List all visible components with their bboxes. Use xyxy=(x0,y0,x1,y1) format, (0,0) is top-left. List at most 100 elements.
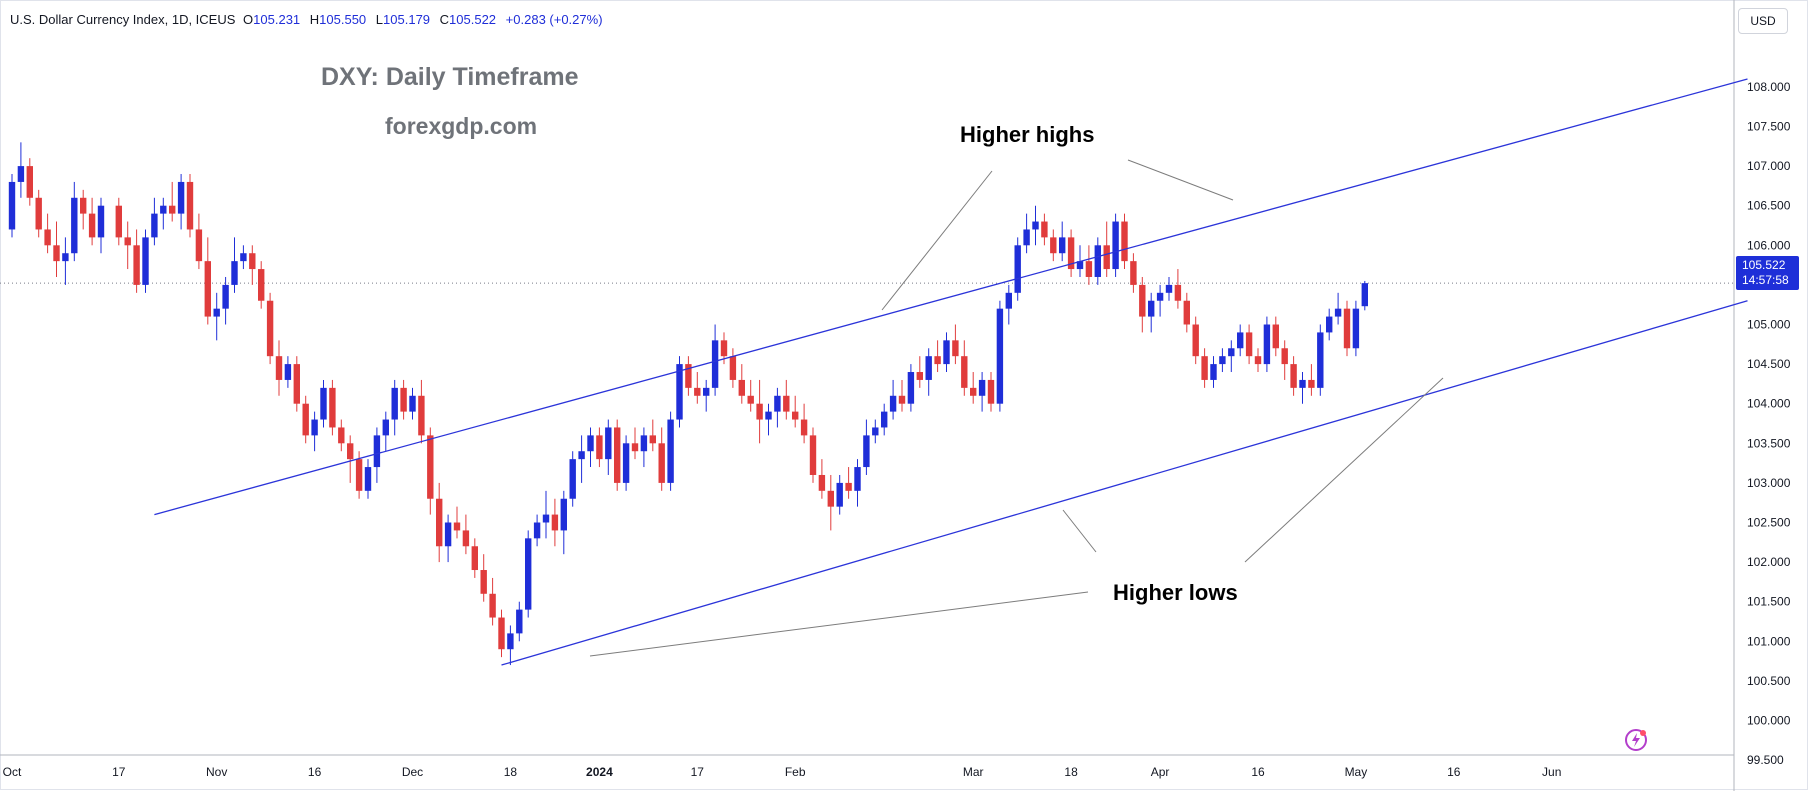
candle-body xyxy=(133,245,140,285)
candle-body xyxy=(115,205,122,238)
candle-body xyxy=(1343,308,1351,349)
annotation-leader-line xyxy=(1244,377,1444,563)
lower-channel-trendline xyxy=(501,300,1748,666)
candle-body xyxy=(347,443,354,460)
time-tick-label: 16 xyxy=(308,765,322,779)
watermark-site: forexgdp.com xyxy=(385,113,538,139)
time-tick-label: Dec xyxy=(402,765,423,779)
candle-body xyxy=(320,387,327,420)
candle-body xyxy=(1361,283,1368,307)
candle-body xyxy=(614,427,621,483)
candle-body xyxy=(533,522,541,539)
candle-body xyxy=(640,435,648,452)
candle-body xyxy=(311,419,318,436)
candle-body xyxy=(667,419,674,483)
candle-body xyxy=(1148,300,1155,317)
price-tick-label: 100.000 xyxy=(1747,714,1791,728)
price-tick-label: 105.000 xyxy=(1747,318,1791,332)
candle-body xyxy=(391,387,398,420)
annotation-leaders xyxy=(589,159,1444,657)
price-axis: 99.500 100.000 100.500 101.000 101.500 102.00… xyxy=(1747,80,1791,767)
candle-body xyxy=(818,474,826,491)
lightning-bolt-icon[interactable] xyxy=(1624,728,1648,752)
candle-body xyxy=(355,459,363,491)
candle-body xyxy=(747,395,754,404)
candle-body xyxy=(978,379,986,396)
time-tick-label: Oct xyxy=(3,765,22,779)
candle-body xyxy=(1139,284,1146,317)
candle-body xyxy=(1103,245,1110,270)
candle-body xyxy=(284,364,292,380)
candle-body xyxy=(169,205,176,214)
candle-body xyxy=(35,197,42,230)
candle-body xyxy=(1183,300,1190,325)
candle-body xyxy=(925,356,932,380)
candle-body xyxy=(26,166,33,198)
candle-body xyxy=(1032,221,1039,230)
candle-body xyxy=(480,570,487,594)
low-key: L xyxy=(375,12,384,27)
candle-body xyxy=(444,522,452,547)
candle-body xyxy=(436,498,443,547)
candle-body xyxy=(8,181,16,230)
candle-body xyxy=(275,356,283,380)
candle-body xyxy=(1254,356,1262,365)
price-tick-label: 106.500 xyxy=(1747,199,1791,213)
open-value: 105.231 xyxy=(253,12,301,27)
candle-body xyxy=(186,181,194,230)
candle-body xyxy=(1014,245,1021,293)
price-tick-label: 102.500 xyxy=(1747,516,1791,530)
candle-body xyxy=(596,435,603,460)
time-axis: Oct 17 Nov 16 Dec 18 2024 17 Feb Mar 18 Apr 16 May 16 J… xyxy=(3,765,1562,779)
candle-body xyxy=(658,443,665,483)
candle-body xyxy=(996,308,1004,404)
candle-body xyxy=(400,387,407,412)
candle-body xyxy=(756,403,763,420)
candle-body xyxy=(516,609,523,634)
price-tick-label: 104.000 xyxy=(1747,397,1791,411)
candle-body xyxy=(863,435,870,468)
candle-body xyxy=(1112,221,1119,270)
price-tick-label: 108.000 xyxy=(1747,80,1791,94)
candle-body xyxy=(53,245,60,262)
candle-body xyxy=(222,284,229,309)
time-tick-label: 16 xyxy=(1447,765,1461,779)
currency-button[interactable]: USD xyxy=(1738,8,1788,34)
candle-body xyxy=(685,364,692,388)
annotation-leader-line xyxy=(881,170,993,311)
candle-body xyxy=(1067,237,1075,270)
time-tick-label: 17 xyxy=(691,765,705,779)
price-tick-label: 107.500 xyxy=(1747,120,1791,134)
candle-body xyxy=(898,395,906,404)
candle-body xyxy=(71,197,78,254)
candle-body xyxy=(525,538,532,610)
price-tick-label: 101.500 xyxy=(1747,595,1791,609)
time-tick-label: Apr xyxy=(1151,765,1170,779)
candle-body xyxy=(1041,221,1048,238)
time-tick-label: Feb xyxy=(785,765,806,779)
candle-body xyxy=(551,514,559,531)
price-tick-label: 101.000 xyxy=(1747,634,1791,648)
candle-body xyxy=(703,387,710,396)
candle-body xyxy=(62,253,69,262)
candle-body xyxy=(142,237,149,285)
low-value: 105.179 xyxy=(383,12,431,27)
candle-body xyxy=(792,411,799,420)
candle-body xyxy=(453,522,461,531)
candle-body xyxy=(1290,364,1297,388)
candle-body xyxy=(881,411,888,428)
candle-body xyxy=(160,205,167,214)
candle-body xyxy=(783,395,790,412)
candle-body xyxy=(489,593,496,618)
candle-body xyxy=(729,356,737,380)
candle-body xyxy=(44,229,51,246)
candle-body xyxy=(720,340,728,357)
candle-body xyxy=(258,269,265,301)
candle-body xyxy=(631,443,639,452)
last-price-value: 105.522 xyxy=(1742,258,1786,272)
candle-body xyxy=(622,443,630,483)
candle-body xyxy=(1050,237,1057,254)
